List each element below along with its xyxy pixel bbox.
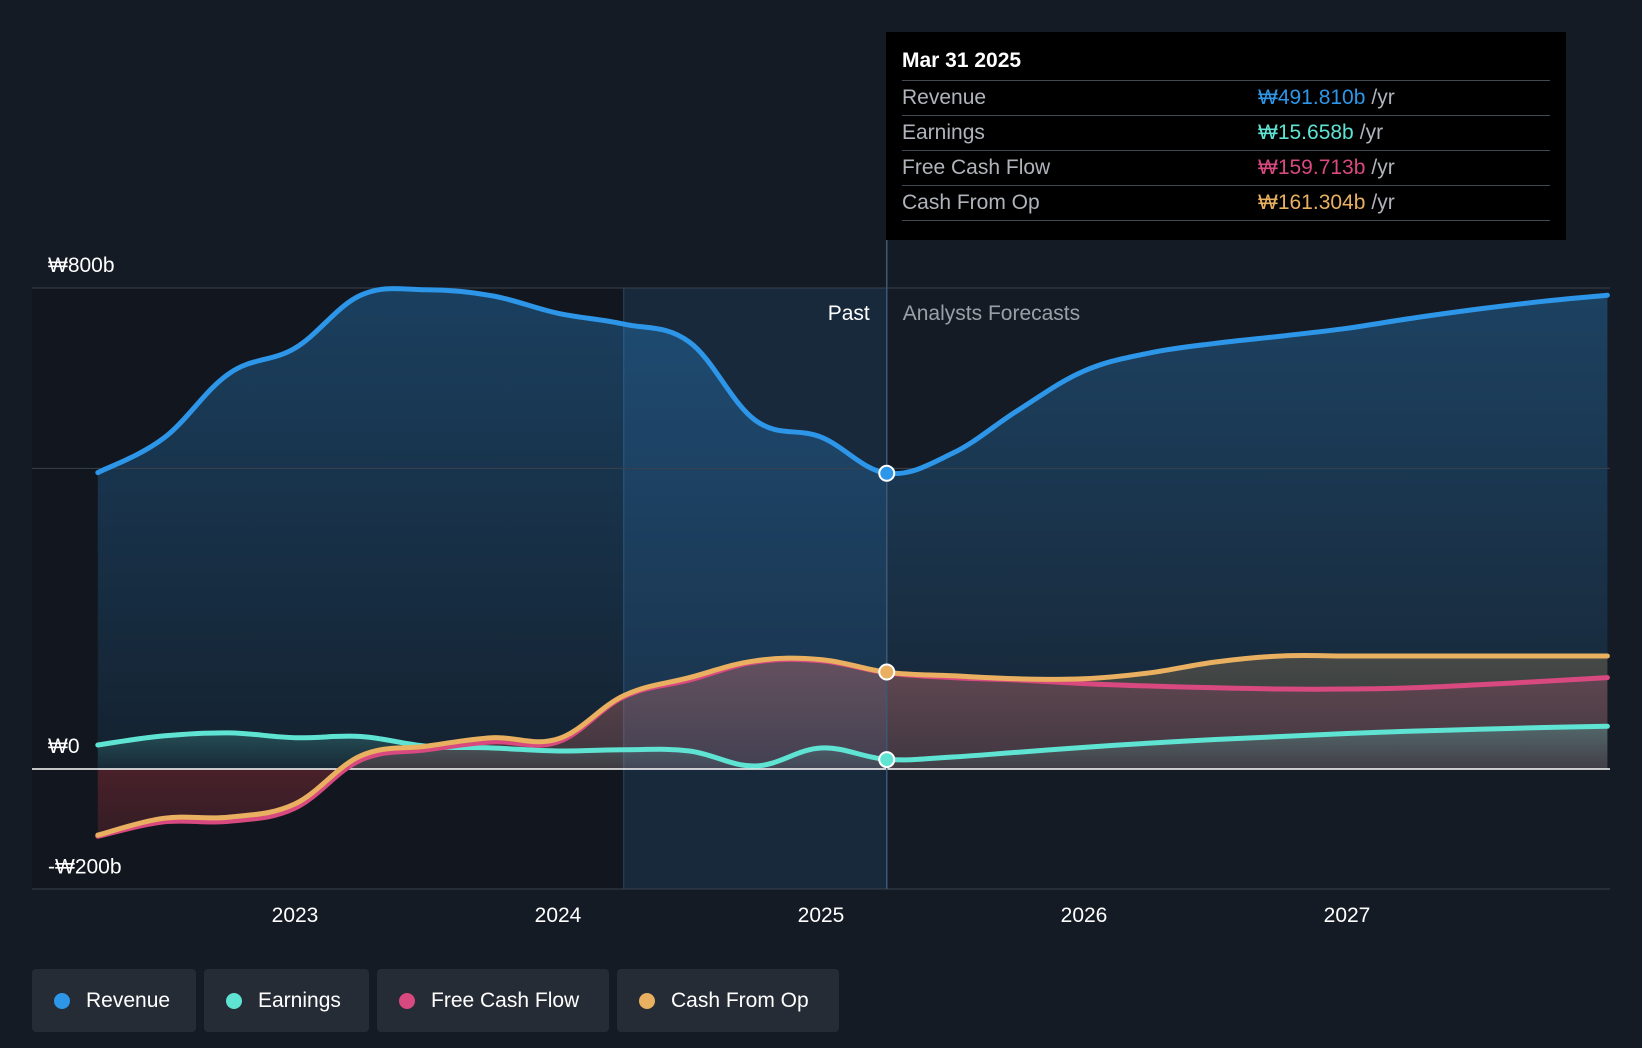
cash-from-op-dot-icon — [639, 992, 655, 1009]
chart-labels-layer: ₩800b ₩0 -₩200b 2023 2024 2025 2026 2027 Past Ana… — [48, 254, 1370, 927]
cash-from-op-marker — [878, 663, 896, 681]
tooltip-row-earnings: Earnings ₩15.658b /yr — [902, 116, 1550, 151]
revenue-marker — [878, 464, 896, 482]
free-cash-flow-dot-icon — [399, 992, 415, 1009]
y-tick-label: ₩800b — [48, 254, 115, 277]
tooltip-row-cash-from-op: Cash From Op ₩161.304b /yr — [902, 186, 1550, 221]
revenue-area — [97, 288, 1608, 769]
forecast-label: Analysts Forecasts — [903, 302, 1080, 325]
tooltip-value: ₩159.713b — [1258, 156, 1366, 179]
tooltip-value: ₩161.304b — [1258, 191, 1366, 214]
legend-label: Free Cash Flow — [431, 988, 580, 1012]
earnings-line — [95, 723, 1610, 769]
tooltip-date: Mar 31 2025 — [902, 46, 1550, 81]
earnings-marker — [878, 751, 896, 769]
y-tick-label: -₩200b — [48, 855, 122, 878]
cash-from-op-line — [95, 653, 1610, 838]
legend-label: Earnings — [258, 988, 341, 1012]
tooltip: Mar 31 2025 Revenue ₩491.810b /yr Earnin… — [886, 32, 1566, 240]
tooltip-unit: /yr — [1371, 156, 1395, 179]
tooltip-unit: /yr — [1371, 191, 1395, 214]
x-tick-label: 2026 — [1061, 904, 1108, 927]
legend-item-cash-from-op[interactable]: Cash From Op — [617, 969, 839, 1032]
legend-label: Cash From Op — [671, 988, 809, 1012]
tooltip-label: Earnings — [902, 121, 985, 144]
tooltip-row-free-cash-flow: Free Cash Flow ₩159.713b /yr — [902, 151, 1550, 186]
legend-label: Revenue — [86, 988, 171, 1012]
tooltip-label: Revenue — [902, 86, 987, 109]
tooltip-label: Cash From Op — [902, 191, 1040, 214]
revenue-line — [95, 286, 1610, 477]
x-tick-label: 2023 — [272, 904, 319, 927]
earnings-area — [97, 726, 1608, 769]
chart-markers-layer — [878, 464, 896, 769]
earnings-dot-icon — [226, 992, 242, 1009]
tooltip-unit: /yr — [1371, 86, 1395, 109]
tooltip-row-revenue: Revenue ₩491.810b /yr — [902, 81, 1550, 116]
tooltip-value: ₩491.810b — [1258, 86, 1366, 109]
x-tick-label: 2025 — [798, 904, 845, 927]
tooltip-label: Free Cash Flow — [902, 156, 1051, 179]
chart-grid-layer — [32, 240, 1610, 890]
past-label: Past — [828, 302, 870, 325]
revenue-dot-icon — [54, 992, 70, 1009]
chart-lines-layer — [95, 286, 1610, 839]
y-tick-label: ₩0 — [48, 735, 80, 758]
negative-cash-area — [97, 769, 1608, 837]
x-tick-label: 2027 — [1324, 904, 1371, 927]
tooltip-value: ₩15.658b — [1258, 121, 1354, 144]
tooltip-unit: /yr — [1359, 121, 1384, 144]
x-tick-label: 2024 — [535, 904, 582, 927]
legend-item-earnings[interactable]: Earnings — [204, 969, 369, 1032]
legend-item-free-cash-flow[interactable]: Free Cash Flow — [377, 969, 609, 1032]
legend-item-revenue[interactable]: Revenue — [32, 969, 196, 1032]
legend: Revenue Earnings Free Cash Flow Cash Fro… — [32, 969, 839, 1032]
